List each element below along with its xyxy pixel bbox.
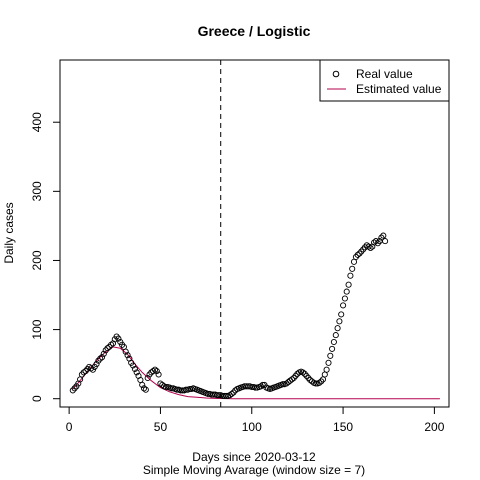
y-tick-label: 0 bbox=[30, 395, 44, 402]
data-point bbox=[168, 385, 175, 392]
data-point bbox=[382, 238, 389, 245]
data-point bbox=[130, 362, 137, 369]
x-tick-label: 50 bbox=[154, 420, 168, 434]
data-point bbox=[140, 385, 148, 392]
data-point bbox=[336, 318, 343, 325]
estimated-value-line bbox=[72, 346, 440, 400]
y-tick-label: 200 bbox=[30, 250, 44, 270]
data-point bbox=[142, 386, 149, 393]
chart-title: Greece / Logistic bbox=[198, 23, 311, 39]
data-point bbox=[380, 232, 387, 239]
plot-frame bbox=[59, 59, 450, 408]
x-tick-label: 100 bbox=[242, 420, 262, 434]
data-point bbox=[378, 234, 385, 241]
data-point bbox=[87, 365, 95, 372]
data-point bbox=[279, 381, 286, 388]
data-point bbox=[341, 295, 348, 302]
data-point bbox=[327, 352, 334, 359]
data-point bbox=[356, 250, 363, 257]
data-point bbox=[345, 281, 352, 288]
data-point bbox=[340, 302, 347, 309]
legend-real-marker bbox=[332, 70, 340, 78]
data-point bbox=[316, 379, 323, 386]
legend-box bbox=[319, 59, 450, 102]
data-point bbox=[288, 376, 295, 383]
data-point bbox=[330, 338, 337, 346]
data-point bbox=[104, 345, 111, 352]
legend: Real value Estimated value bbox=[319, 59, 450, 102]
data-point bbox=[151, 366, 159, 373]
y-tick-label: 100 bbox=[30, 319, 44, 339]
data-point bbox=[365, 243, 372, 250]
data-point bbox=[367, 244, 374, 252]
estimated-line-layer bbox=[72, 346, 440, 400]
legend-estimated-label: Estimated value bbox=[356, 82, 442, 96]
data-point bbox=[257, 383, 264, 390]
data-point bbox=[305, 374, 312, 382]
data-point bbox=[98, 354, 106, 361]
data-point bbox=[223, 392, 230, 399]
data-point bbox=[124, 352, 131, 359]
data-point bbox=[150, 368, 157, 375]
data-point bbox=[228, 390, 235, 397]
data-point bbox=[312, 380, 319, 387]
data-point bbox=[338, 311, 345, 318]
data-point bbox=[155, 371, 162, 378]
data-point bbox=[162, 383, 169, 391]
data-point bbox=[318, 378, 325, 385]
data-point bbox=[252, 384, 259, 391]
data-point bbox=[329, 345, 336, 352]
data-point bbox=[347, 272, 354, 279]
y-axis-label: Daily cases bbox=[2, 202, 16, 263]
legend-real-label: Real value bbox=[356, 67, 413, 81]
x-tick-label: 200 bbox=[424, 420, 444, 434]
data-point bbox=[299, 369, 306, 376]
data-point bbox=[153, 368, 160, 375]
x-axis-sublabel: Simple Moving Avarage (window size = 7) bbox=[143, 463, 365, 477]
data-point bbox=[93, 361, 100, 368]
data-point bbox=[71, 385, 78, 392]
data-point bbox=[108, 341, 115, 348]
x-tick-label: 150 bbox=[333, 420, 353, 434]
data-point bbox=[354, 251, 361, 258]
data-point bbox=[133, 369, 140, 376]
data-point bbox=[323, 366, 330, 373]
data-point bbox=[131, 365, 138, 373]
data-point bbox=[343, 288, 350, 295]
y-axis: 0 100 200 300 400 bbox=[30, 112, 61, 402]
data-point bbox=[115, 335, 122, 342]
data-point bbox=[139, 381, 146, 388]
x-tick-label: 0 bbox=[66, 420, 73, 434]
real-value-points bbox=[69, 232, 389, 399]
data-point bbox=[122, 348, 129, 355]
data-point bbox=[349, 265, 356, 272]
data-point bbox=[334, 325, 341, 332]
data-point bbox=[97, 355, 104, 362]
data-point bbox=[100, 350, 107, 357]
data-point bbox=[325, 359, 332, 366]
x-axis-label: Days since 2020-03-12 bbox=[192, 450, 316, 464]
data-point bbox=[144, 374, 151, 382]
y-tick-label: 400 bbox=[30, 112, 44, 132]
data-point bbox=[332, 332, 339, 339]
data-point bbox=[371, 239, 378, 246]
y-tick-label: 300 bbox=[30, 181, 44, 201]
x-axis: 0 50 100 150 200 bbox=[66, 406, 445, 434]
